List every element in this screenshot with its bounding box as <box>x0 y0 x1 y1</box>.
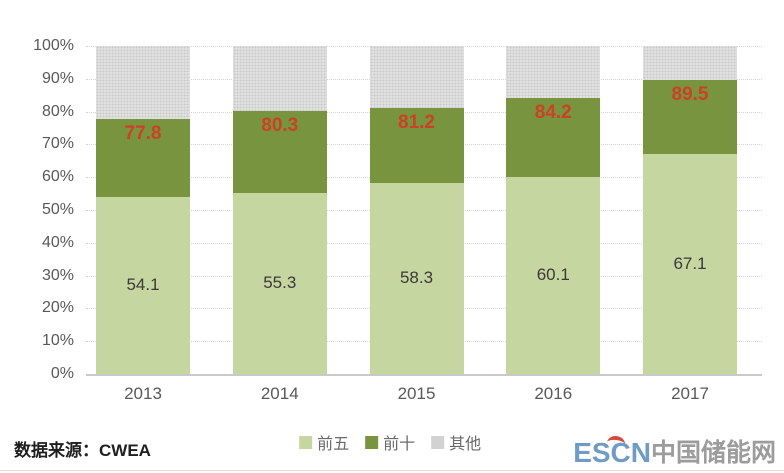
x-axis: 2013 2014 2015 2016 2017 <box>86 384 762 404</box>
legend-label: 前十 <box>383 436 416 453</box>
bar-segment-top10: 84.2 <box>506 97 601 177</box>
top10-cumulative-label: 89.5 <box>671 84 709 106</box>
top10-cumulative-label: 84.2 <box>534 101 572 123</box>
bar-segment-top10: 80.3 <box>232 110 327 193</box>
legend-label: 前五 <box>317 436 350 453</box>
bar-segment-top5: 54.1 <box>96 196 190 374</box>
top5-value-label: 58.3 <box>399 268 434 288</box>
legend: 前五 前十 其他 <box>299 430 481 454</box>
top5-value-label: 60.1 <box>536 265 570 285</box>
bar-group-2013: 77.8 54.1 <box>96 46 190 374</box>
bar-group-2017: 89.5 67.1 <box>643 46 737 374</box>
escn-logo: ESCN 中国储能网 <box>573 435 776 468</box>
y-tick-label: 0% <box>50 365 74 382</box>
bar-group-2015: 81.2 58.3 <box>369 46 464 374</box>
bar-segment-others <box>506 46 601 98</box>
bottom-divider <box>0 470 784 471</box>
gridline-0% <box>86 374 762 376</box>
bar-group-2016: 84.2 60.1 <box>506 46 601 374</box>
y-tick-label: 50% <box>41 201 74 218</box>
bar-segment-top10: 77.8 <box>96 118 190 197</box>
x-tick-label: 2014 <box>260 384 299 403</box>
y-tick-label: 10% <box>41 332 74 350</box>
bar-segment-top10: 89.5 <box>643 80 737 154</box>
y-tick-label: 30% <box>41 266 74 284</box>
y-tick-label: 40% <box>41 233 74 251</box>
legend-label: 其他 <box>449 436 482 453</box>
y-tick-label: 20% <box>41 299 74 317</box>
legend-item: 其他 <box>431 430 481 454</box>
top5-value-label: 54.1 <box>126 275 160 295</box>
bar-segment-top10: 81.2 <box>369 107 464 183</box>
bar-segment-others <box>369 46 464 108</box>
escn-letters: ESCN <box>573 437 651 468</box>
y-tick-label: 80% <box>41 102 74 120</box>
legend-swatch-icon <box>365 435 379 449</box>
legend-swatch-icon <box>299 435 313 449</box>
bar-segment-top5: 55.3 <box>232 192 327 374</box>
top5-value-label: 67.1 <box>673 253 707 273</box>
legend-swatch-icon <box>431 435 445 449</box>
top10-cumulative-label: 80.3 <box>261 114 299 136</box>
bar-segment-top5: 60.1 <box>506 176 601 374</box>
legend-item: 前十 <box>365 430 415 454</box>
top5-value-label: 55.3 <box>263 273 297 293</box>
top10-cumulative-label: 81.2 <box>398 111 435 133</box>
source-label: 数据来源：CWEA <box>14 441 151 460</box>
y-tick-label: 60% <box>41 168 74 186</box>
bar-segment-others <box>643 46 737 81</box>
x-tick-label: 2013 <box>124 384 162 403</box>
x-tick-label: 2017 <box>671 384 709 403</box>
bar-segment-others <box>232 46 327 111</box>
bar-segment-top5: 58.3 <box>369 182 464 374</box>
x-tick-label: 2016 <box>534 384 573 403</box>
y-tick-label: 90% <box>41 69 74 87</box>
plot-area: 77.8 54.1 80.3 55.3 81.2 58.3 84.2 60.1 89.5 67.1 <box>86 46 762 376</box>
legend-item: 前五 <box>299 430 349 454</box>
bar-segment-top5: 67.1 <box>643 153 737 374</box>
bar-group-2014: 80.3 55.3 <box>232 46 327 374</box>
escn-logo-text: ESCN <box>573 435 651 468</box>
bar-segment-others <box>96 46 190 119</box>
site-name: 中国储能网 <box>650 439 776 467</box>
x-tick-label: 2015 <box>397 384 436 403</box>
y-tick-label: 100% <box>33 37 74 54</box>
y-axis: 0% 10% 20% 30% 40% 50% 60% 70% 80% 90% 100% <box>0 0 78 473</box>
y-tick-label: 70% <box>41 135 74 153</box>
top10-cumulative-label: 77.8 <box>124 122 162 144</box>
bars: 77.8 54.1 80.3 55.3 81.2 58.3 84.2 60.1 89.5 67.1 <box>86 46 762 374</box>
